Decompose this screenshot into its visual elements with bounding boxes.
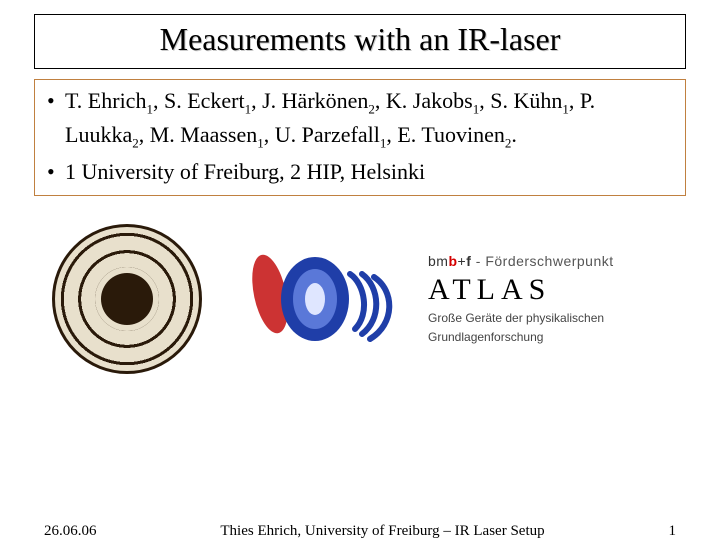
page-title: Measurements with an IR-laser: [43, 21, 677, 58]
footer: 26.06.06 Thies Ehrich, University of Fre…: [0, 523, 720, 540]
bmbf-tail: - Förderschwerpunkt: [471, 253, 613, 269]
atlas-logo-block: bmb+f - Förderschwerpunkt ATLAS Große Ge…: [428, 253, 614, 344]
bmbf-b: b: [448, 253, 457, 269]
footer-date: 26.06.06: [44, 523, 97, 540]
bmbf-bm: bm: [428, 253, 448, 269]
bmbf-plus: +: [458, 253, 467, 269]
seal-icon: [52, 224, 202, 374]
atlas-subtitle-1: Große Geräte der physikalischen: [428, 311, 614, 325]
title-box: Measurements with an IR-laser: [34, 14, 686, 69]
atlas-subtitle-2: Grundlagenforschung: [428, 330, 614, 344]
authors-box: • T. Ehrich1, S. Eckert1, J. Härkönen2, …: [34, 79, 686, 196]
author-list-item: • T. Ehrich1, S. Eckert1, J. Härkönen2, …: [47, 88, 673, 157]
bullet-icon: •: [47, 159, 65, 185]
bullet-icon: •: [47, 88, 65, 114]
logos-row: bmb+f - Förderschwerpunkt ATLAS Große Ge…: [52, 224, 686, 374]
cip-logo-svg: [230, 239, 400, 359]
footer-page-number: 1: [669, 523, 677, 540]
authors-text: T. Ehrich1, S. Eckert1, J. Härkönen2, K.…: [65, 88, 673, 157]
freiburg-seal-logo: [52, 224, 202, 374]
bmbf-line: bmb+f - Förderschwerpunkt: [428, 253, 614, 269]
affiliations-text: 1 University of Freiburg, 2 HIP, Helsink…: [65, 159, 425, 185]
atlas-wordmark: ATLAS: [428, 273, 614, 307]
cip-logo: [230, 239, 400, 359]
affiliation-list-item: • 1 University of Freiburg, 2 HIP, Helsi…: [47, 159, 673, 185]
footer-center: Thies Ehrich, University of Freiburg – I…: [97, 523, 669, 540]
